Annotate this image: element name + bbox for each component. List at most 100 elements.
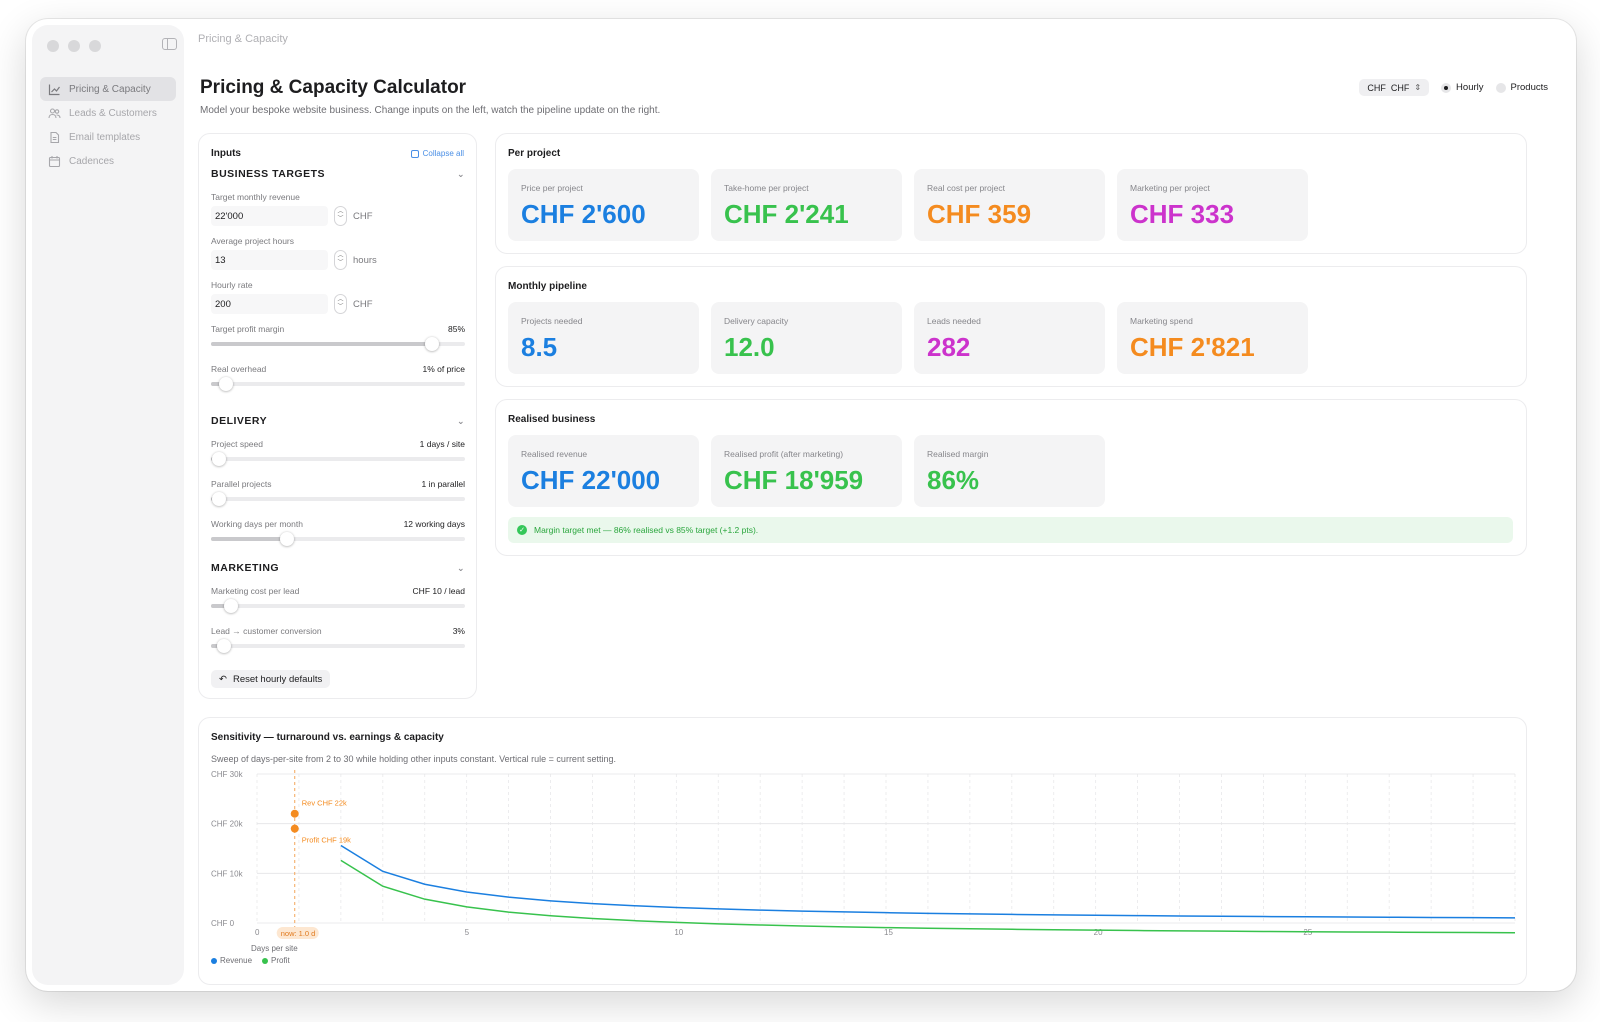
current-profit-label: Profit CHF 19k bbox=[302, 836, 351, 845]
breadcrumb: Pricing & Capacity bbox=[198, 33, 288, 45]
sidebar-item-label: Cadences bbox=[69, 155, 115, 167]
cpl-slider[interactable] bbox=[211, 599, 465, 613]
sidebar-item-leads-customers[interactable]: Leads & Customers bbox=[40, 101, 176, 125]
y-tick-label: CHF 10k bbox=[211, 869, 244, 878]
stat-value: CHF 333 bbox=[1130, 199, 1235, 229]
sensitivity-panel: Sensitivity — turnaround vs. earnings & … bbox=[198, 717, 1527, 985]
slider-thumb[interactable] bbox=[219, 377, 234, 391]
collapse-all-label: Collapse all bbox=[422, 149, 464, 158]
current-revenue-label: Rev CHF 22k bbox=[302, 799, 347, 808]
margin-label: Target profit margin bbox=[211, 324, 285, 334]
sidebar-item-label: Email templates bbox=[69, 131, 141, 143]
close-window-button[interactable] bbox=[47, 40, 59, 52]
rate-field: Hourly rate 200 ︿ ﹀ CHF bbox=[211, 280, 465, 314]
speed-label: Project speed bbox=[211, 439, 263, 449]
slider-thumb[interactable] bbox=[424, 337, 439, 351]
days-slider[interactable] bbox=[211, 532, 465, 546]
marketing-section: MARKETING ⌄ Marketing cost per lead CHF … bbox=[211, 562, 465, 653]
minimize-window-button[interactable] bbox=[68, 40, 80, 52]
overhead-value: 1% of price bbox=[422, 364, 465, 374]
revenue-input[interactable]: 22'000 bbox=[211, 206, 328, 226]
stat-value: CHF 22'000 bbox=[521, 465, 661, 495]
conv-slider[interactable] bbox=[211, 639, 465, 653]
x-tick-label: 10 bbox=[674, 928, 683, 937]
revenue-unit: CHF bbox=[353, 210, 373, 222]
realised-profit-card: Realised profit (after marketing) CHF 18… bbox=[711, 435, 902, 507]
rate-unit: CHF bbox=[353, 298, 373, 310]
stat-value: 12.0 bbox=[724, 332, 775, 362]
parallel-slider[interactable] bbox=[211, 492, 465, 506]
delivery-capacity-card: Delivery capacity 12.0 bbox=[711, 302, 902, 374]
margin-status-note: ✓ Margin target met — 86% realised vs 85… bbox=[508, 517, 1513, 543]
y-tick-label: CHF 0 bbox=[211, 919, 235, 928]
stat-value: CHF 2'600 bbox=[521, 199, 646, 229]
reset-defaults-button[interactable]: ↶ Reset hourly defaults bbox=[211, 670, 331, 688]
delivery-title: DELIVERY bbox=[211, 415, 268, 427]
delivery-header[interactable]: DELIVERY ⌄ bbox=[211, 415, 465, 427]
sidebar-toggle-icon[interactable] bbox=[162, 38, 177, 50]
margin-status-text: Margin target met — 86% realised vs 85% … bbox=[534, 525, 759, 535]
slider-thumb[interactable] bbox=[280, 532, 295, 546]
revenue-field: Target monthly revenue 22'000 ︿ ﹀ CHF bbox=[211, 192, 465, 226]
currency-select[interactable]: CHF CHF ⇕ bbox=[1359, 79, 1430, 96]
price-per-project-card: Price per project CHF 2'600 bbox=[508, 169, 699, 241]
zoom-window-button[interactable] bbox=[89, 40, 101, 52]
chevron-down-icon: ⌄ bbox=[456, 168, 465, 179]
mode-hourly-radio[interactable]: Hourly bbox=[1441, 82, 1484, 93]
stat-label: Marketing spend bbox=[1130, 316, 1193, 326]
y-tick-label: CHF 30k bbox=[211, 770, 244, 779]
page-subtitle: Model your bespoke website business. Cha… bbox=[200, 105, 661, 116]
days-value: 12 working days bbox=[403, 519, 465, 529]
speed-slider[interactable] bbox=[211, 452, 465, 466]
margin-slider[interactable] bbox=[211, 337, 465, 351]
leads-needed-card: Leads needed 282 bbox=[914, 302, 1105, 374]
sidebar-item-email-templates[interactable]: Email templates bbox=[40, 125, 176, 149]
slider-thumb[interactable] bbox=[224, 599, 239, 613]
cpl-label: Marketing cost per lead bbox=[211, 586, 300, 596]
sidebar-item-label: Pricing & Capacity bbox=[69, 83, 151, 95]
sidebar-item-pricing-capacity[interactable]: Pricing & Capacity bbox=[40, 77, 176, 101]
business-targets-header[interactable]: BUSINESS TARGETS ⌄ bbox=[211, 168, 465, 180]
current-revenue-point bbox=[290, 809, 299, 818]
sidebar-item-cadences[interactable]: Cadences bbox=[40, 149, 176, 173]
rate-input[interactable]: 200 bbox=[211, 294, 328, 314]
projects-needed-card: Projects needed 8.5 bbox=[508, 302, 699, 374]
revenue-stepper[interactable]: ︿ ﹀ bbox=[334, 206, 347, 226]
marketing-header[interactable]: MARKETING ⌄ bbox=[211, 562, 465, 574]
toolbar: CHF CHF ⇕ Hourly Products bbox=[1359, 79, 1548, 96]
stat-value: CHF 18'959 bbox=[724, 465, 864, 495]
stat-value: CHF 2'241 bbox=[724, 199, 849, 229]
overhead-slider[interactable] bbox=[211, 377, 465, 391]
inputs-title: Inputs bbox=[211, 148, 241, 159]
stat-value: 282 bbox=[927, 332, 971, 362]
slider-thumb[interactable] bbox=[216, 639, 231, 653]
current-profit-point bbox=[290, 824, 299, 833]
slider-thumb[interactable] bbox=[211, 452, 226, 466]
stat-value: 8.5 bbox=[521, 332, 558, 362]
chart-line-icon bbox=[48, 83, 61, 96]
conv-label: Lead → customer conversion bbox=[211, 626, 322, 636]
mode-products-radio[interactable]: Products bbox=[1495, 82, 1548, 93]
hours-stepper[interactable]: ︿ ﹀ bbox=[334, 250, 347, 270]
margin-value: 85% bbox=[447, 324, 465, 334]
current-setting-label: now: 1.0 d bbox=[281, 929, 316, 938]
hours-input[interactable]: 13 bbox=[211, 250, 328, 270]
x-axis-label: Days per site bbox=[251, 944, 298, 953]
marketing-title: MARKETING bbox=[211, 562, 280, 574]
stat-value: CHF 2'821 bbox=[1130, 332, 1255, 362]
stat-value: CHF 359 bbox=[927, 199, 1032, 229]
stat-label: Projects needed bbox=[521, 316, 583, 326]
overhead-label: Real overhead bbox=[211, 364, 267, 374]
sidebar-nav: Pricing & Capacity Leads & Customers Ema… bbox=[40, 77, 176, 173]
app-window: Pricing & Capacity Leads & Customers Ema… bbox=[26, 19, 1576, 991]
cpl-value: CHF 10 / lead bbox=[412, 586, 465, 596]
revenue-line bbox=[340, 844, 1516, 919]
current-setting-badge bbox=[276, 927, 319, 939]
collapse-all-button[interactable]: Collapse all bbox=[410, 149, 464, 158]
legend-profit: Profit bbox=[262, 956, 290, 965]
rate-stepper[interactable]: ︿ ﹀ bbox=[334, 294, 347, 314]
x-tick-label: 20 bbox=[1094, 928, 1103, 937]
hours-field: Average project hours 13 ︿ ﹀ hours bbox=[211, 236, 465, 270]
chevron-down-icon: ⌄ bbox=[456, 562, 465, 573]
slider-thumb[interactable] bbox=[211, 492, 226, 506]
